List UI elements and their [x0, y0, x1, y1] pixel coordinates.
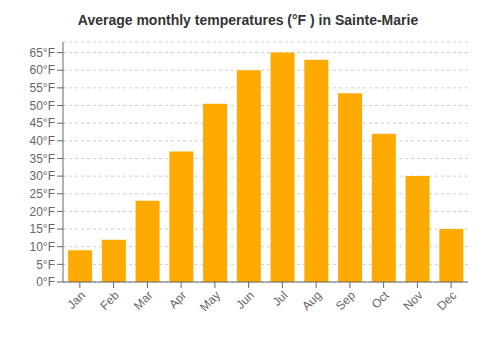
svg-text:5°F: 5°F [36, 258, 55, 272]
svg-text:Feb: Feb [97, 288, 122, 313]
svg-text:30°F: 30°F [30, 169, 55, 183]
svg-text:Nov: Nov [401, 288, 426, 313]
svg-text:Jun: Jun [233, 288, 257, 312]
svg-text:65°F: 65°F [30, 46, 55, 60]
svg-text:May: May [197, 288, 223, 314]
svg-text:35°F: 35°F [30, 152, 55, 166]
svg-text:Oct: Oct [369, 288, 393, 312]
svg-text:Jul: Jul [270, 288, 291, 309]
svg-text:60°F: 60°F [30, 63, 55, 77]
svg-text:Dec: Dec [434, 288, 459, 313]
html-text:Average monthly temperatures (: Average monthly temperatures (°F ) in Sa… [77, 12, 419, 28]
svg-text:20°F: 20°F [30, 205, 55, 219]
svg-text:Aug: Aug [299, 288, 324, 313]
svg-text:Apr: Apr [166, 288, 189, 311]
svg-text:10°F: 10°F [30, 240, 55, 254]
svg-text:50°F: 50°F [30, 99, 55, 113]
svg-text:15°F: 15°F [30, 222, 55, 236]
svg-text:Mar: Mar [131, 288, 156, 313]
svg-text:Jan: Jan [64, 288, 88, 312]
svg-text:55°F: 55°F [30, 81, 55, 95]
svg-text:Sep: Sep [333, 288, 358, 313]
svg-text:40°F: 40°F [30, 134, 55, 148]
svg-text:45°F: 45°F [30, 116, 55, 130]
svg-text:0°F: 0°F [36, 275, 55, 289]
svg-text:25°F: 25°F [30, 187, 55, 201]
